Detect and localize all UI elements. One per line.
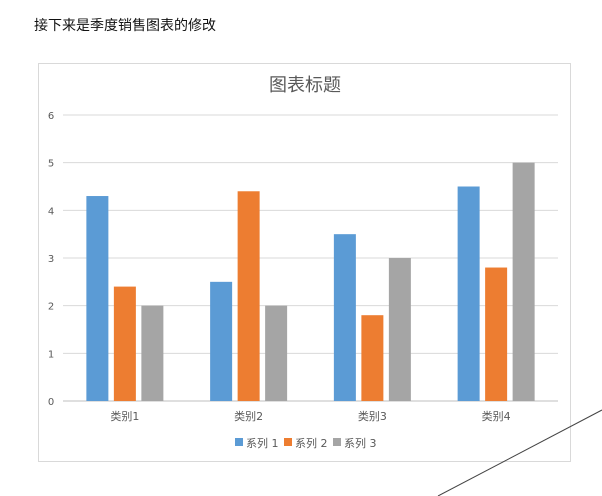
bar[interactable] <box>86 196 109 401</box>
x-tick-label: 类别3 <box>358 409 387 423</box>
bar[interactable] <box>113 286 136 401</box>
bar[interactable] <box>237 191 260 401</box>
y-tick-label: 5 <box>48 159 54 170</box>
bar[interactable] <box>210 281 233 401</box>
chart-title: 图表标题 <box>269 75 341 96</box>
bar[interactable] <box>265 305 288 401</box>
bar[interactable] <box>457 186 480 402</box>
y-tick-label: 6 <box>48 111 54 122</box>
y-tick-label: 1 <box>48 349 54 360</box>
chart-svg: 图表标题 0 1 2 3 4 5 6 类别1 类别2 类别3 类别4 系列 1 系列 2 系列 3 <box>48 75 558 450</box>
document-heading: 接下来是季度销售图表的修改 <box>34 18 216 34</box>
chart[interactable]: 图表标题 0 1 2 3 4 5 6 类别1 类别2 类别3 类别4 系列 1 系列 2 系列 3 <box>38 63 571 462</box>
y-tick-label: 4 <box>48 206 54 217</box>
bar[interactable] <box>333 234 356 401</box>
legend-label: 系列 3 <box>344 436 377 450</box>
x-tick-label: 类别1 <box>110 409 139 423</box>
y-tick-label: 0 <box>48 397 54 408</box>
bar[interactable] <box>361 315 384 401</box>
legend-label: 系列 1 <box>246 436 279 450</box>
bar[interactable] <box>512 162 535 401</box>
bar[interactable] <box>485 267 508 401</box>
y-tick-label: 2 <box>48 302 54 313</box>
legend-swatch <box>235 438 243 446</box>
legend-swatch <box>333 438 341 446</box>
legend-swatch <box>284 438 292 446</box>
x-tick-label: 类别2 <box>234 409 263 423</box>
bar[interactable] <box>141 305 164 401</box>
x-tick-label: 类别4 <box>482 409 511 423</box>
bar[interactable] <box>388 258 411 401</box>
y-tick-label: 3 <box>48 254 54 265</box>
legend-label: 系列 2 <box>295 436 328 450</box>
